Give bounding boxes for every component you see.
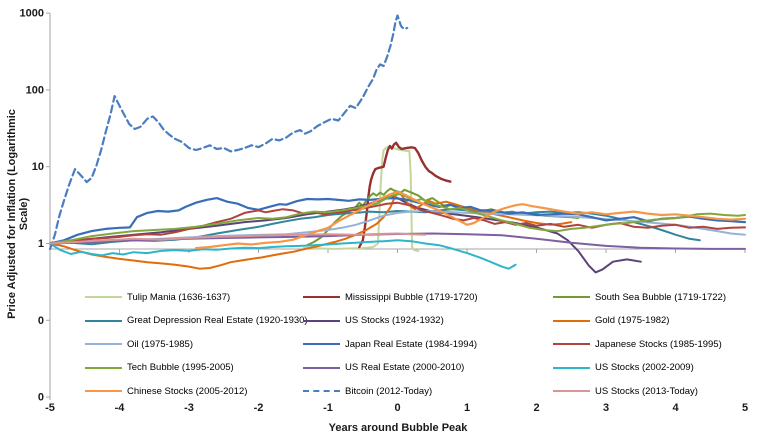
legend-item: US Real Estate (2000-2010): [303, 362, 464, 374]
series-line-gold-1975-1982: [49, 191, 573, 270]
legend-item: Bitcoin (2012-Today): [303, 385, 432, 397]
legend-label: Bitcoin (2012-Today): [345, 385, 433, 397]
legend-item: Mississippi Bubble (1719-1720): [303, 291, 478, 303]
x-tick-label: 4: [672, 402, 679, 414]
legend-label: Japan Real Estate (1984-1994): [345, 338, 478, 350]
y-tick-label: 0: [38, 315, 44, 327]
y-tick-label: 10: [32, 161, 44, 173]
legend-item: US Stocks (2002-2009): [553, 362, 694, 374]
y-tick-label: 0: [38, 392, 44, 404]
legend-item: South Sea Bubble (1719-1722): [553, 291, 726, 303]
legend-swatch: [303, 319, 340, 322]
legend-swatch: [303, 366, 340, 369]
legend-label: Gold (1975-1982): [595, 315, 670, 326]
legend-label: Japanese Stocks (1985-1995): [595, 338, 722, 350]
x-axis-title: Years around Bubble Peak: [328, 422, 468, 434]
legend-label: Chinese Stocks (2005-2012): [127, 385, 248, 397]
x-tick-label: -3: [184, 402, 194, 414]
legend-swatch: [303, 296, 340, 298]
series-line-us-stocks-2013-today: [49, 232, 427, 245]
legend-item: Gold (1975-1982): [553, 315, 669, 327]
series-line-us-stocks-2002-2009: [49, 239, 517, 270]
x-tick-label: 2: [533, 402, 539, 414]
y-tick-label: 100: [26, 84, 44, 96]
legend-swatch: [553, 296, 590, 298]
x-tick-label: -2: [254, 402, 264, 414]
legend-swatch: [85, 343, 122, 345]
series-line-japan-real-estate-1984-1994: [48, 197, 747, 245]
legend-label: Tech Bubble (1995-2005): [127, 362, 234, 373]
legend-swatch: [85, 390, 122, 392]
legend-label: US Real Estate (2000-2010): [345, 362, 465, 373]
legend-label: US Stocks (1924-1932): [345, 315, 444, 326]
series-line-tech-bubble-1995-2005: [49, 193, 746, 245]
legend-item: Japan Real Estate (1984-1994): [303, 338, 477, 350]
series-line-mississippi-bubble-1719-1720: [358, 141, 452, 249]
y-tick-label: 1000: [20, 8, 44, 20]
legend-label: Oil (1975-1985): [127, 338, 194, 350]
legend-item: US Stocks (2013-Today): [553, 385, 698, 397]
series-line-bitcoin-2012-today: [48, 14, 409, 250]
x-tick-label: 1: [464, 402, 470, 414]
legend-label: Great Depression Real Estate (1920-1930): [127, 315, 308, 326]
x-tick-label: -5: [45, 402, 55, 414]
legend-label: US Stocks (2013-Today): [595, 385, 698, 397]
legend-swatch: [553, 343, 590, 345]
legend-swatch: [85, 366, 122, 369]
legend-label: Tulip Mania (1636-1637): [127, 291, 231, 303]
y-tick-label: 1: [38, 238, 44, 250]
x-tick-label: 5: [742, 402, 748, 414]
legend-swatch: [553, 319, 590, 322]
x-tick-label: 3: [603, 402, 609, 414]
x-tick-label: -1: [323, 402, 333, 414]
legend-item: Great Depression Real Estate (1920-1930): [85, 315, 308, 327]
y-axis-title: Price Adjusted for Inflation (Logarithmi…: [6, 109, 30, 319]
legend-swatch: [553, 366, 590, 369]
legend-swatch: [85, 319, 122, 322]
legend-item: Chinese Stocks (2005-2012): [85, 385, 247, 397]
legend-item: Oil (1975-1985): [85, 338, 193, 350]
legend-swatch: [303, 343, 340, 345]
legend-item: Tulip Mania (1636-1637): [85, 291, 230, 303]
legend-item: Tech Bubble (1995-2005): [85, 362, 234, 374]
legend-item: US Stocks (1924-1932): [303, 315, 444, 327]
x-tick-label: -4: [115, 402, 126, 414]
legend-swatch: [303, 390, 340, 392]
legend-item: Japanese Stocks (1985-1995): [553, 338, 722, 350]
legend-swatch: [553, 390, 590, 392]
legend-label: South Sea Bubble (1719-1722): [595, 291, 726, 303]
legend-swatch: [85, 296, 122, 298]
x-tick-label: 0: [394, 402, 400, 414]
legend-label: US Stocks (2002-2009): [595, 362, 694, 373]
legend-label: Mississippi Bubble (1719-1720): [345, 291, 478, 303]
